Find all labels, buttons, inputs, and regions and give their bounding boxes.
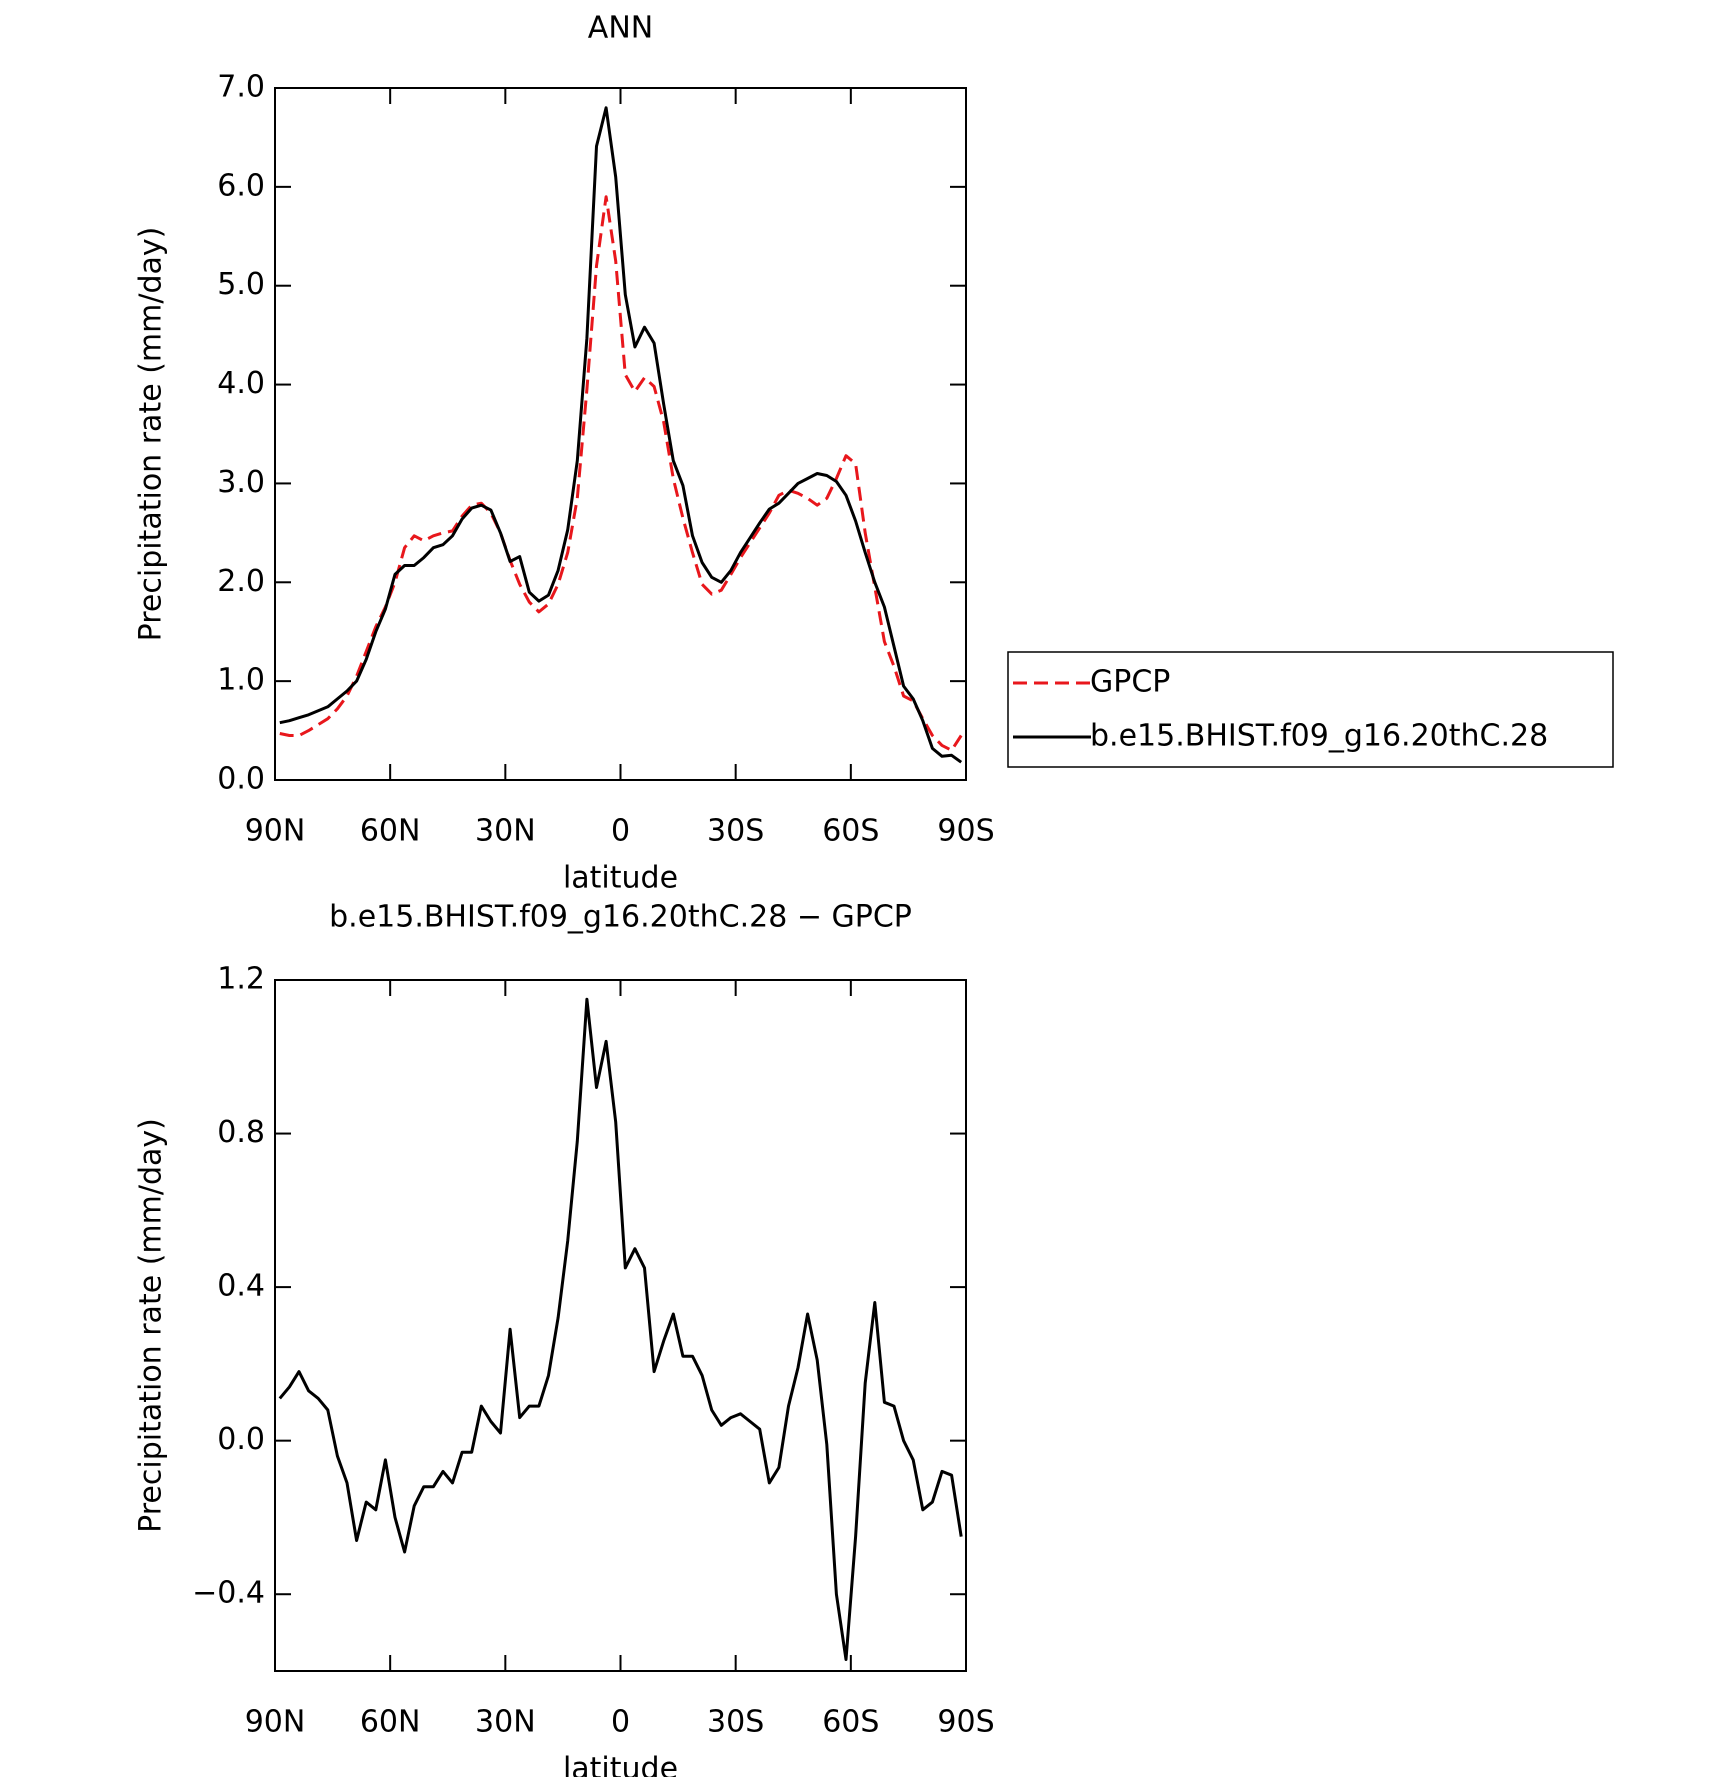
legend-box <box>1007 651 1614 768</box>
x-tick-label: 30N <box>475 1705 536 1740</box>
legend-label: b.e15.BHIST.f09_g16.20thC.28 <box>1090 719 1548 754</box>
x-tick-label: 0 <box>611 814 630 849</box>
y-tick-label: 1.2 <box>217 962 265 997</box>
x-axis-label: latitude <box>563 1752 678 1777</box>
data-line <box>279 195 963 752</box>
y-tick-label: 0.8 <box>217 1115 265 1150</box>
x-tick-label: 90S <box>937 814 994 849</box>
y-tick-label: 0.4 <box>217 1269 265 1304</box>
y-tick-label: 5.0 <box>217 267 265 302</box>
chart-title: ANN <box>588 11 653 46</box>
y-tick-label: 6.0 <box>217 168 265 203</box>
x-tick-label: 30N <box>475 814 536 849</box>
y-tick-label: 0.0 <box>217 762 265 797</box>
x-tick-label: 60N <box>360 1705 421 1740</box>
y-tick-label: −0.4 <box>192 1576 265 1611</box>
x-tick-label: 90N <box>245 814 306 849</box>
y-tick-label: 3.0 <box>217 465 265 500</box>
x-tick-label: 90N <box>245 1705 306 1740</box>
y-axis-label: Precipitation rate (mm/day) <box>134 1118 169 1533</box>
x-tick-label: 0 <box>611 1705 630 1740</box>
x-axis-label: latitude <box>563 861 678 896</box>
y-tick-label: 1.0 <box>217 663 265 698</box>
plot-frame <box>274 87 967 781</box>
plot-frame <box>274 979 967 1672</box>
x-tick-label: 60S <box>822 814 879 849</box>
y-tick-label: 2.0 <box>217 564 265 599</box>
y-tick-label: 7.0 <box>217 70 265 105</box>
x-tick-label: 60N <box>360 814 421 849</box>
legend-label: GPCP <box>1090 665 1170 700</box>
y-axis-label: Precipitation rate (mm/day) <box>134 227 169 642</box>
x-tick-label: 30S <box>707 1705 764 1740</box>
x-tick-label: 90S <box>937 1705 994 1740</box>
chart-title: b.e15.BHIST.f09_g16.20thC.28 − GPCP <box>329 900 912 935</box>
data-line <box>279 106 963 764</box>
x-tick-label: 30S <box>707 814 764 849</box>
y-tick-label: 4.0 <box>217 366 265 401</box>
y-tick-label: 0.0 <box>217 1422 265 1457</box>
x-tick-label: 60S <box>822 1705 879 1740</box>
data-line <box>278 997 963 1661</box>
